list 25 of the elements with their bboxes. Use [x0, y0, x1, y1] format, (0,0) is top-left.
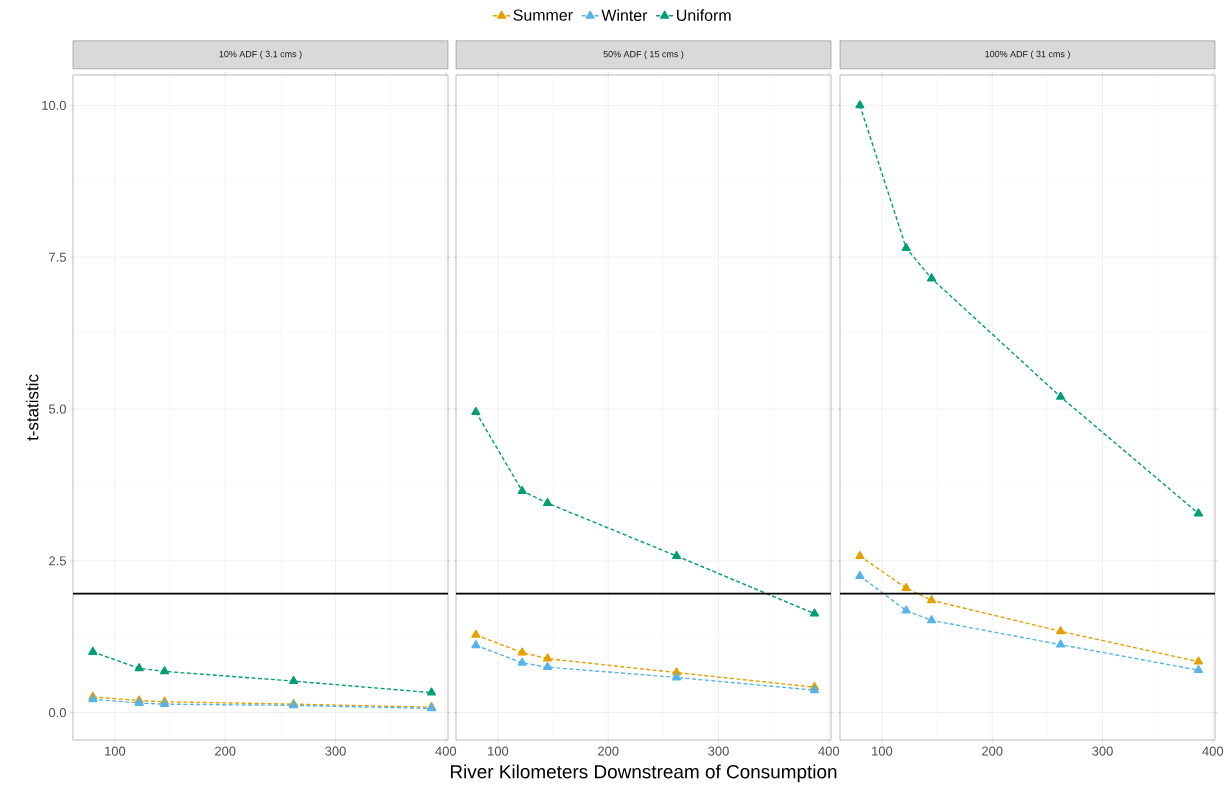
y-tick-label: 2.5	[49, 556, 66, 566]
x-tick-label: 100	[105, 746, 126, 756]
x-tick-label: 300	[1092, 746, 1113, 756]
x-tick-label: 400	[435, 746, 457, 756]
x-tick-label: 100	[488, 746, 509, 756]
y-tick-label: 7.5	[49, 252, 66, 262]
y-tick-label: 5.0	[49, 404, 66, 414]
y-tick-label: 10.0	[42, 100, 66, 110]
legend-label: Uniform	[677, 9, 731, 21]
chart-title: 100% ADF ( 31 cms )	[985, 50, 1070, 59]
x-tick-label: 400	[818, 746, 840, 756]
x-tick-label: 400	[1202, 746, 1224, 756]
y-tick-label: 0.0	[48, 708, 66, 718]
x-tick-label: 200	[215, 746, 236, 756]
x-axis-title: River Kilometers Downstream of Consumption	[450, 764, 837, 783]
x-tick-label: 100	[872, 746, 893, 756]
y-axis-title: t-statistic	[26, 374, 39, 441]
x-tick-label: 300	[325, 746, 346, 756]
legend-label: Winter	[601, 9, 648, 21]
x-tick-label: 200	[982, 746, 1003, 756]
chart-title: 50% ADF ( 15 cms )	[603, 50, 684, 59]
legend-label: Summer	[513, 9, 573, 21]
x-tick-label: 200	[598, 746, 619, 756]
x-tick-label: 300	[708, 746, 729, 756]
chart-title: 10% ADF ( 3.1 cms )	[219, 50, 302, 59]
